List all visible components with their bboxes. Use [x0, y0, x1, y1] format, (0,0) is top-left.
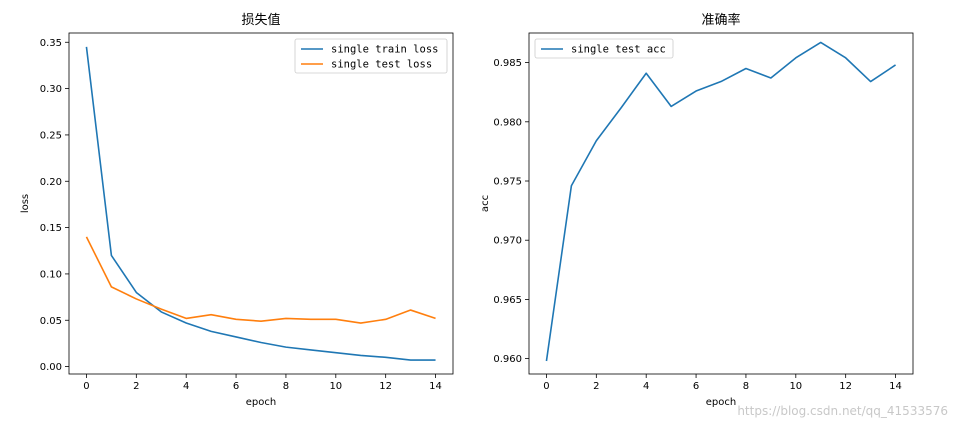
x-tick-label: 10 [789, 381, 802, 392]
x-tick-label: 4 [643, 381, 649, 392]
series-line-0-1 [85, 236, 436, 324]
x-tick-label: 4 [183, 381, 189, 392]
legend-entry-0: single test acc [571, 44, 666, 56]
y-tick-label: 0.35 [40, 38, 62, 49]
y-axis-label: loss [20, 194, 31, 213]
y-tick-label: 0.965 [493, 295, 522, 306]
x-tick-label: 6 [233, 381, 239, 392]
y-tick-label: 0.970 [493, 236, 522, 247]
series-line-1-0 [545, 41, 896, 362]
x-tick-label: 10 [329, 381, 342, 392]
legend-entry-1: single test loss [331, 59, 432, 71]
x-tick-label: 12 [379, 381, 392, 392]
y-tick-label: 0.05 [40, 316, 62, 327]
chart-title: 损失值 [241, 12, 280, 28]
loss-chart: 0 2 4 6 8 10 12 14 0.00 0.05 0.10 0.15 0.20 0.25 0.30 0… [20, 12, 454, 408]
legend-frame [534, 38, 674, 59]
y-tick-label: 0.985 [493, 58, 522, 69]
y-tick-label: 0.975 [493, 177, 522, 188]
axes-frame [528, 32, 914, 375]
x-tick-label: 0 [543, 381, 549, 392]
y-tick-label: 0.960 [493, 354, 522, 365]
accuracy-chart: 0 2 4 6 8 10 12 14 0.960 0.965 0.970 0.975 0.980 0.98… [480, 12, 914, 408]
legend-frame [294, 38, 448, 74]
x-tick-label: 14 [889, 381, 902, 392]
watermark-text: https://blog.csdn.net/qq_41533576 [737, 404, 948, 418]
x-tick-label: 12 [839, 381, 852, 392]
x-tick-label: 6 [693, 381, 699, 392]
y-tick-label: 0.25 [40, 130, 62, 141]
x-tick-label: 8 [743, 381, 749, 392]
y-tick-label: 0.30 [40, 84, 62, 95]
x-tick-label: 2 [593, 381, 599, 392]
x-tick-label: 8 [283, 381, 289, 392]
x-axis-label: epoch [706, 397, 736, 408]
x-axis-label: epoch [246, 397, 276, 408]
y-tick-label: 0.10 [40, 269, 62, 280]
x-tick-label: 0 [83, 381, 89, 392]
legend: single train loss single test loss [294, 38, 448, 74]
x-tick-label: 14 [429, 381, 442, 392]
legend: single test acc [534, 38, 674, 59]
y-tick-label: 0.00 [40, 362, 62, 373]
axes-frame [68, 32, 454, 375]
legend-entry-0: single train loss [331, 44, 438, 56]
y-tick-label: 0.980 [493, 117, 522, 128]
y-tick-label: 0.20 [40, 177, 62, 188]
chart-title: 准确率 [701, 12, 740, 28]
x-tick-label: 2 [133, 381, 139, 392]
y-axis-label: acc [480, 195, 491, 212]
y-tick-label: 0.15 [40, 223, 62, 234]
series-line-0-0 [85, 46, 436, 361]
